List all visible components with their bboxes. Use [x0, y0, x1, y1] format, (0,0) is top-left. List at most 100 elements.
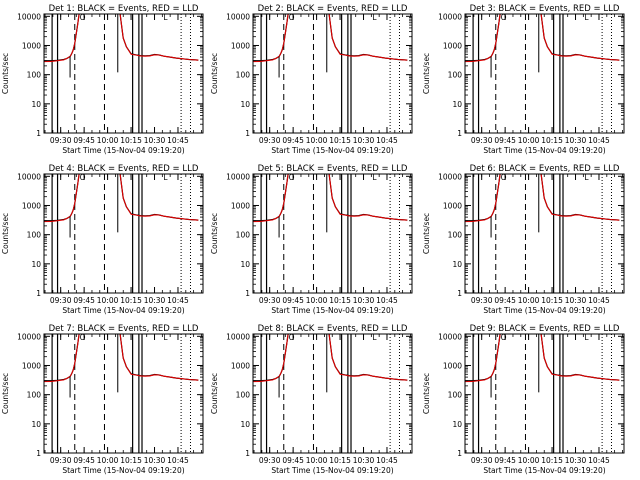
x-tick-label: 10:30 — [565, 456, 587, 465]
l-marker: L — [163, 333, 168, 342]
x-tick-label: 09:30 — [259, 296, 281, 305]
x-axis-label: Start Time (15-Nov-04 09:19:20) — [62, 466, 184, 475]
y-tick-label: 1 — [457, 449, 462, 458]
vertical-markers — [51, 334, 191, 453]
x-tick-label: 10:15 — [329, 136, 351, 145]
x-tick-label: 10:45 — [167, 136, 189, 145]
plot-frame — [252, 173, 413, 294]
plot-frame — [43, 13, 204, 134]
x-axis: 09:30 09:45 10:00 10:15 10:30 10:45 — [465, 334, 623, 465]
x-axis: 09:30 09:45 10:00 10:15 10:30 10:45 — [44, 334, 202, 465]
y-tick-label: 1000 — [231, 201, 250, 210]
x-tick-label: 10:30 — [353, 296, 375, 305]
l-marker: L — [584, 13, 589, 22]
x-tick-label: 10:00 — [306, 136, 328, 145]
x-axis-label: Start Time (15-Nov-04 09:19:20) — [62, 146, 184, 155]
y-tick-label: 10 — [31, 100, 41, 109]
lld-series-line — [465, 334, 620, 383]
x-tick-label: 09:30 — [471, 456, 493, 465]
y-axis-label: Counts/sec — [422, 213, 431, 254]
o-marker: O — [289, 173, 295, 182]
l-marker: L — [163, 173, 168, 182]
lld-series-line — [44, 334, 199, 383]
y-tick-label: 10 — [452, 260, 462, 269]
vertical-markers — [472, 334, 612, 453]
l-marker: L — [372, 173, 377, 182]
plot-frame — [43, 173, 204, 294]
y-tick-label: 100 — [27, 71, 42, 80]
lld-series-line — [465, 14, 620, 63]
y-tick-label: 1000 — [443, 41, 462, 50]
y-tick-label: 10 — [240, 420, 250, 429]
x-axis-label: Start Time (15-Nov-04 09:19:20) — [483, 146, 605, 155]
l-marker: L — [372, 13, 377, 22]
y-axis-label: Counts/sec — [1, 373, 10, 414]
x-tick-label: 09:45 — [494, 456, 516, 465]
x-tick-label: 10:45 — [588, 136, 610, 145]
plot-frame — [464, 333, 625, 454]
y-tick-label: 1000 — [22, 361, 41, 370]
y-axis: 1 10 100 1000 10000 — [226, 12, 412, 138]
y-tick-label: 10 — [240, 100, 250, 109]
y-tick-label: 10000 — [438, 172, 462, 181]
x-tick-label: 10:00 — [518, 456, 540, 465]
panel-title: Det 1: BLACK = Events, RED = LLD — [49, 4, 199, 14]
panel-title: Det 3: BLACK = Events, RED = LLD — [470, 4, 620, 14]
x-axis-label: Start Time (15-Nov-04 09:19:20) — [271, 306, 393, 315]
y-tick-label: 1 — [245, 289, 250, 298]
y-axis: 1 10 100 1000 10000 — [17, 332, 203, 458]
y-tick-label: 100 — [448, 391, 463, 400]
vertical-markers — [51, 14, 191, 133]
x-tick-label: 09:45 — [494, 136, 516, 145]
x-tick-label: 10:45 — [376, 136, 398, 145]
x-axis-label: Start Time (15-Nov-04 09:19:20) — [483, 306, 605, 315]
x-tick-label: 09:30 — [50, 456, 72, 465]
x-tick-label: 09:45 — [282, 456, 304, 465]
y-tick-label: 1 — [457, 129, 462, 138]
x-tick-label: 09:45 — [282, 296, 304, 305]
y-tick-label: 1 — [245, 449, 250, 458]
x-tick-label: 10:00 — [97, 136, 119, 145]
x-tick-label: 10:15 — [541, 456, 563, 465]
y-axis-label: Counts/sec — [210, 373, 219, 414]
x-axis: 09:30 09:45 10:00 10:15 10:30 10:45 — [465, 174, 623, 305]
y-tick-label: 10000 — [226, 172, 250, 181]
x-tick-label: 10:30 — [144, 296, 166, 305]
x-tick-label: 09:30 — [259, 136, 281, 145]
y-tick-label: 100 — [27, 391, 42, 400]
x-tick-label: 10:30 — [144, 136, 166, 145]
y-axis-label: Counts/sec — [422, 53, 431, 94]
l-marker: L — [372, 333, 377, 342]
y-tick-label: 1 — [245, 129, 250, 138]
y-axis-label: Counts/sec — [1, 213, 10, 254]
y-tick-label: 10 — [31, 420, 41, 429]
x-tick-label: 10:15 — [120, 456, 142, 465]
x-tick-label: 09:45 — [494, 296, 516, 305]
x-axis: 09:30 09:45 10:00 10:15 10:30 10:45 — [253, 334, 411, 465]
y-tick-label: 10 — [31, 260, 41, 269]
x-axis: 09:30 09:45 10:00 10:15 10:30 10:45 — [253, 174, 411, 305]
x-tick-label: 10:00 — [306, 456, 328, 465]
x-tick-label: 09:30 — [50, 296, 72, 305]
x-tick-label: 09:30 — [50, 136, 72, 145]
x-tick-label: 10:15 — [541, 136, 563, 145]
panel-title: Det 5: BLACK = Events, RED = LLD — [258, 164, 408, 174]
panel-title: Det 6: BLACK = Events, RED = LLD — [470, 164, 620, 174]
x-tick-label: 09:30 — [259, 456, 281, 465]
x-axis-label: Start Time (15-Nov-04 09:19:20) — [271, 466, 393, 475]
plot-frame — [464, 173, 625, 294]
vertical-markers — [472, 14, 612, 133]
y-tick-label: 10000 — [17, 332, 41, 341]
x-tick-label: 10:45 — [167, 456, 189, 465]
y-tick-label: 100 — [236, 231, 251, 240]
x-tick-label: 09:30 — [471, 136, 493, 145]
vertical-markers — [472, 174, 612, 293]
x-tick-label: 10:30 — [353, 456, 375, 465]
x-tick-label: 10:30 — [565, 296, 587, 305]
panel-title: Det 2: BLACK = Events, RED = LLD — [258, 4, 408, 14]
o-marker: O — [80, 333, 86, 342]
x-tick-label: 10:45 — [376, 456, 398, 465]
